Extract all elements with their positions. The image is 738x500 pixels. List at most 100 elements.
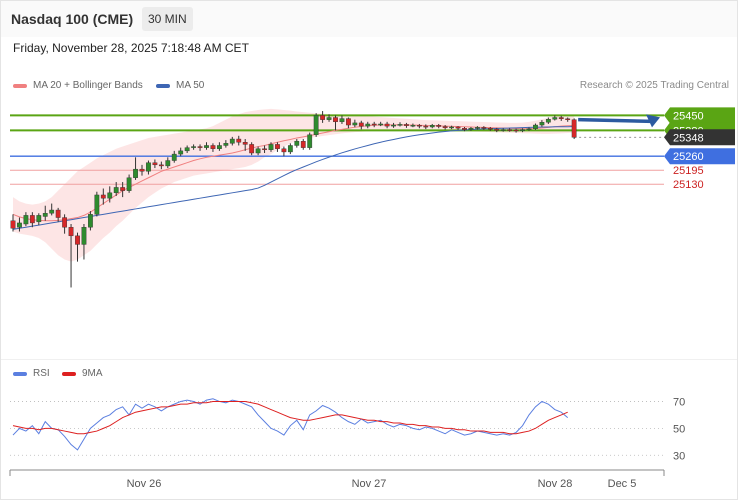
level-label-25195: 25195 bbox=[673, 165, 704, 177]
ma20-line bbox=[12, 124, 575, 222]
candle-body bbox=[68, 227, 74, 237]
projection-arrow-head bbox=[646, 114, 660, 128]
projection-arrow-shaft bbox=[578, 117, 653, 124]
candle-body bbox=[178, 150, 184, 155]
candle-body bbox=[262, 148, 267, 150]
candle-body bbox=[139, 168, 145, 172]
candle-body bbox=[481, 127, 487, 129]
candle-body bbox=[275, 144, 280, 149]
rsi-swatch bbox=[13, 371, 27, 376]
copyright-label: Research © 2025 Trading Central bbox=[579, 80, 729, 91]
rsi-label: RSI bbox=[33, 368, 50, 379]
candle-body bbox=[545, 119, 551, 123]
candle-body bbox=[565, 118, 571, 121]
candle-body bbox=[429, 125, 435, 128]
candle-body bbox=[223, 143, 229, 146]
candle-body bbox=[391, 124, 396, 127]
candle-body bbox=[533, 124, 538, 129]
candle-body bbox=[539, 122, 545, 126]
panel-separator bbox=[1, 359, 737, 360]
rsi-ma-swatch bbox=[62, 371, 76, 376]
legend-rsi-ma: 9MA bbox=[62, 368, 103, 379]
rsi-tick-70: 70 bbox=[673, 396, 685, 408]
candle-body bbox=[184, 147, 190, 152]
candle-body bbox=[410, 125, 416, 127]
candle-body bbox=[62, 217, 68, 228]
candle-body bbox=[436, 125, 442, 127]
candle-body bbox=[146, 162, 151, 172]
candle-body bbox=[513, 129, 519, 132]
candle-body bbox=[333, 117, 338, 123]
candle-body bbox=[326, 117, 332, 120]
candle-body bbox=[494, 128, 500, 131]
ma50-label: MA 50 bbox=[176, 80, 205, 91]
rsi-series-9ma bbox=[12, 400, 568, 435]
candle-body bbox=[10, 220, 16, 229]
level-tag-25450 bbox=[664, 107, 735, 124]
candle-body bbox=[378, 123, 384, 126]
candle-body bbox=[416, 125, 422, 127]
candle-body bbox=[236, 138, 242, 143]
candle-body bbox=[158, 164, 164, 167]
candle-body bbox=[216, 145, 222, 149]
candle-body bbox=[475, 127, 480, 129]
legend-rsi: RSI bbox=[13, 368, 50, 379]
rsi-tick-30: 30 bbox=[673, 450, 685, 462]
candle-body bbox=[36, 215, 42, 223]
level-tag-25260 bbox=[664, 148, 735, 165]
ma20-label: MA 20 + Bollinger Bands bbox=[33, 80, 143, 91]
x-tick-label: Nov 27 bbox=[352, 478, 387, 490]
timeframe-badge[interactable]: 30 MIN bbox=[142, 7, 193, 31]
candle-body bbox=[255, 148, 261, 154]
candle-body bbox=[171, 153, 177, 161]
candle-body bbox=[229, 138, 235, 144]
candle-body bbox=[487, 128, 493, 130]
candle-body bbox=[520, 129, 525, 132]
level-label-25260: 25260 bbox=[673, 151, 704, 163]
level-tag-25348 bbox=[664, 129, 735, 146]
ma50-swatch bbox=[156, 83, 170, 88]
candle-body bbox=[287, 145, 293, 153]
x-tick-label: Nov 26 bbox=[127, 478, 162, 490]
candle-body bbox=[29, 215, 35, 224]
candle-body bbox=[300, 140, 306, 148]
candle-body bbox=[339, 118, 345, 123]
candle-body bbox=[384, 123, 390, 127]
candle-body bbox=[100, 194, 106, 199]
candle-body bbox=[404, 124, 409, 126]
candle-body bbox=[17, 222, 22, 228]
legend-ma20: MA 20 + Bollinger Bands bbox=[13, 80, 143, 91]
rsi-tick-50: 50 bbox=[673, 423, 685, 435]
candle-body bbox=[210, 145, 216, 149]
candle-body bbox=[423, 125, 429, 128]
candle-body bbox=[552, 117, 558, 120]
candle-body bbox=[75, 235, 80, 245]
candle-body bbox=[107, 192, 113, 199]
candle-body bbox=[23, 215, 29, 225]
candle-body bbox=[242, 142, 248, 145]
candle-body bbox=[113, 187, 119, 194]
candle-body bbox=[346, 118, 351, 126]
rsi-series-rsi bbox=[12, 398, 569, 451]
candle-body bbox=[449, 126, 454, 129]
candle-body bbox=[455, 126, 461, 129]
candle-body bbox=[500, 129, 506, 131]
candle-body bbox=[307, 134, 313, 148]
candle-body bbox=[126, 177, 132, 191]
candle-body bbox=[81, 227, 87, 245]
candle-body bbox=[42, 213, 48, 217]
candle-body bbox=[462, 128, 467, 130]
candle-body bbox=[120, 187, 126, 191]
candle-body bbox=[133, 168, 138, 178]
candle-body bbox=[191, 146, 196, 148]
level-label-25450: 25450 bbox=[673, 110, 704, 122]
candle-body bbox=[468, 128, 474, 130]
candle-body bbox=[94, 194, 100, 215]
candle-body bbox=[49, 209, 55, 214]
x-tick-label: Nov 28 bbox=[538, 478, 573, 490]
candle-body bbox=[352, 122, 358, 126]
candle-body bbox=[281, 148, 287, 153]
candle-body bbox=[558, 117, 564, 120]
candle-body bbox=[442, 126, 448, 129]
